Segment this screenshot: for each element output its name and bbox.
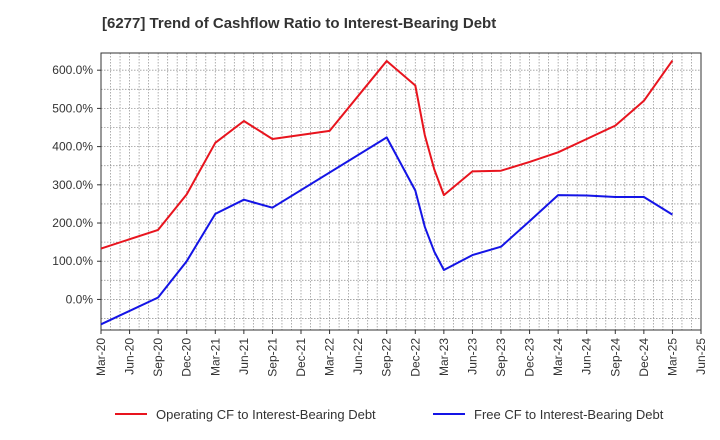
x-tick-label: Dec-20 <box>180 338 194 377</box>
x-tick-label: Sep-22 <box>380 338 394 377</box>
x-tick-label: Mar-20 <box>94 338 108 376</box>
x-tick-label: Jun-21 <box>237 338 251 375</box>
y-tick-label: 400.0% <box>52 140 93 154</box>
legend-label-2: Free CF to Interest-Bearing Debt <box>474 407 664 422</box>
x-tick-label: Jun-20 <box>123 338 137 375</box>
x-tick-label: Sep-23 <box>494 338 508 377</box>
chart-title: [6277] Trend of Cashflow Ratio to Intere… <box>102 15 497 32</box>
x-tick-label: Sep-20 <box>151 338 165 377</box>
legend-label-1: Operating CF to Interest-Bearing Debt <box>156 407 376 422</box>
series-line-2 <box>100 136 673 326</box>
x-tick-label: Mar-24 <box>551 338 565 376</box>
x-tick-label: Sep-21 <box>265 338 279 377</box>
y-tick-label: 300.0% <box>52 178 93 192</box>
plot-frame <box>100 52 702 331</box>
y-tick-label: 500.0% <box>52 101 93 115</box>
series-line-1 <box>100 60 674 250</box>
x-tick-label: Jun-23 <box>465 338 479 375</box>
y-tick-label: 100.0% <box>52 254 93 268</box>
x-tick-label: Mar-23 <box>437 338 451 376</box>
x-tick-label: Dec-21 <box>294 338 308 377</box>
x-tick-label: Sep-24 <box>608 338 622 377</box>
x-tick-label: Mar-21 <box>208 338 222 376</box>
x-tick-label: Jun-25 <box>694 338 708 375</box>
y-tick-label: 600.0% <box>52 63 93 77</box>
x-tick-label: Mar-22 <box>323 338 337 376</box>
x-tick-label: Jun-24 <box>580 338 594 375</box>
x-tick-label: Dec-24 <box>637 338 651 377</box>
x-tick-label: Dec-22 <box>408 338 422 377</box>
x-tick-label: Dec-23 <box>523 338 537 377</box>
x-tick-label: Mar-25 <box>665 338 679 376</box>
y-tick-label: 200.0% <box>52 216 93 230</box>
plot-area <box>101 53 701 330</box>
y-tick-label: 0.0% <box>66 292 94 306</box>
x-tick-label: Jun-22 <box>351 338 365 375</box>
